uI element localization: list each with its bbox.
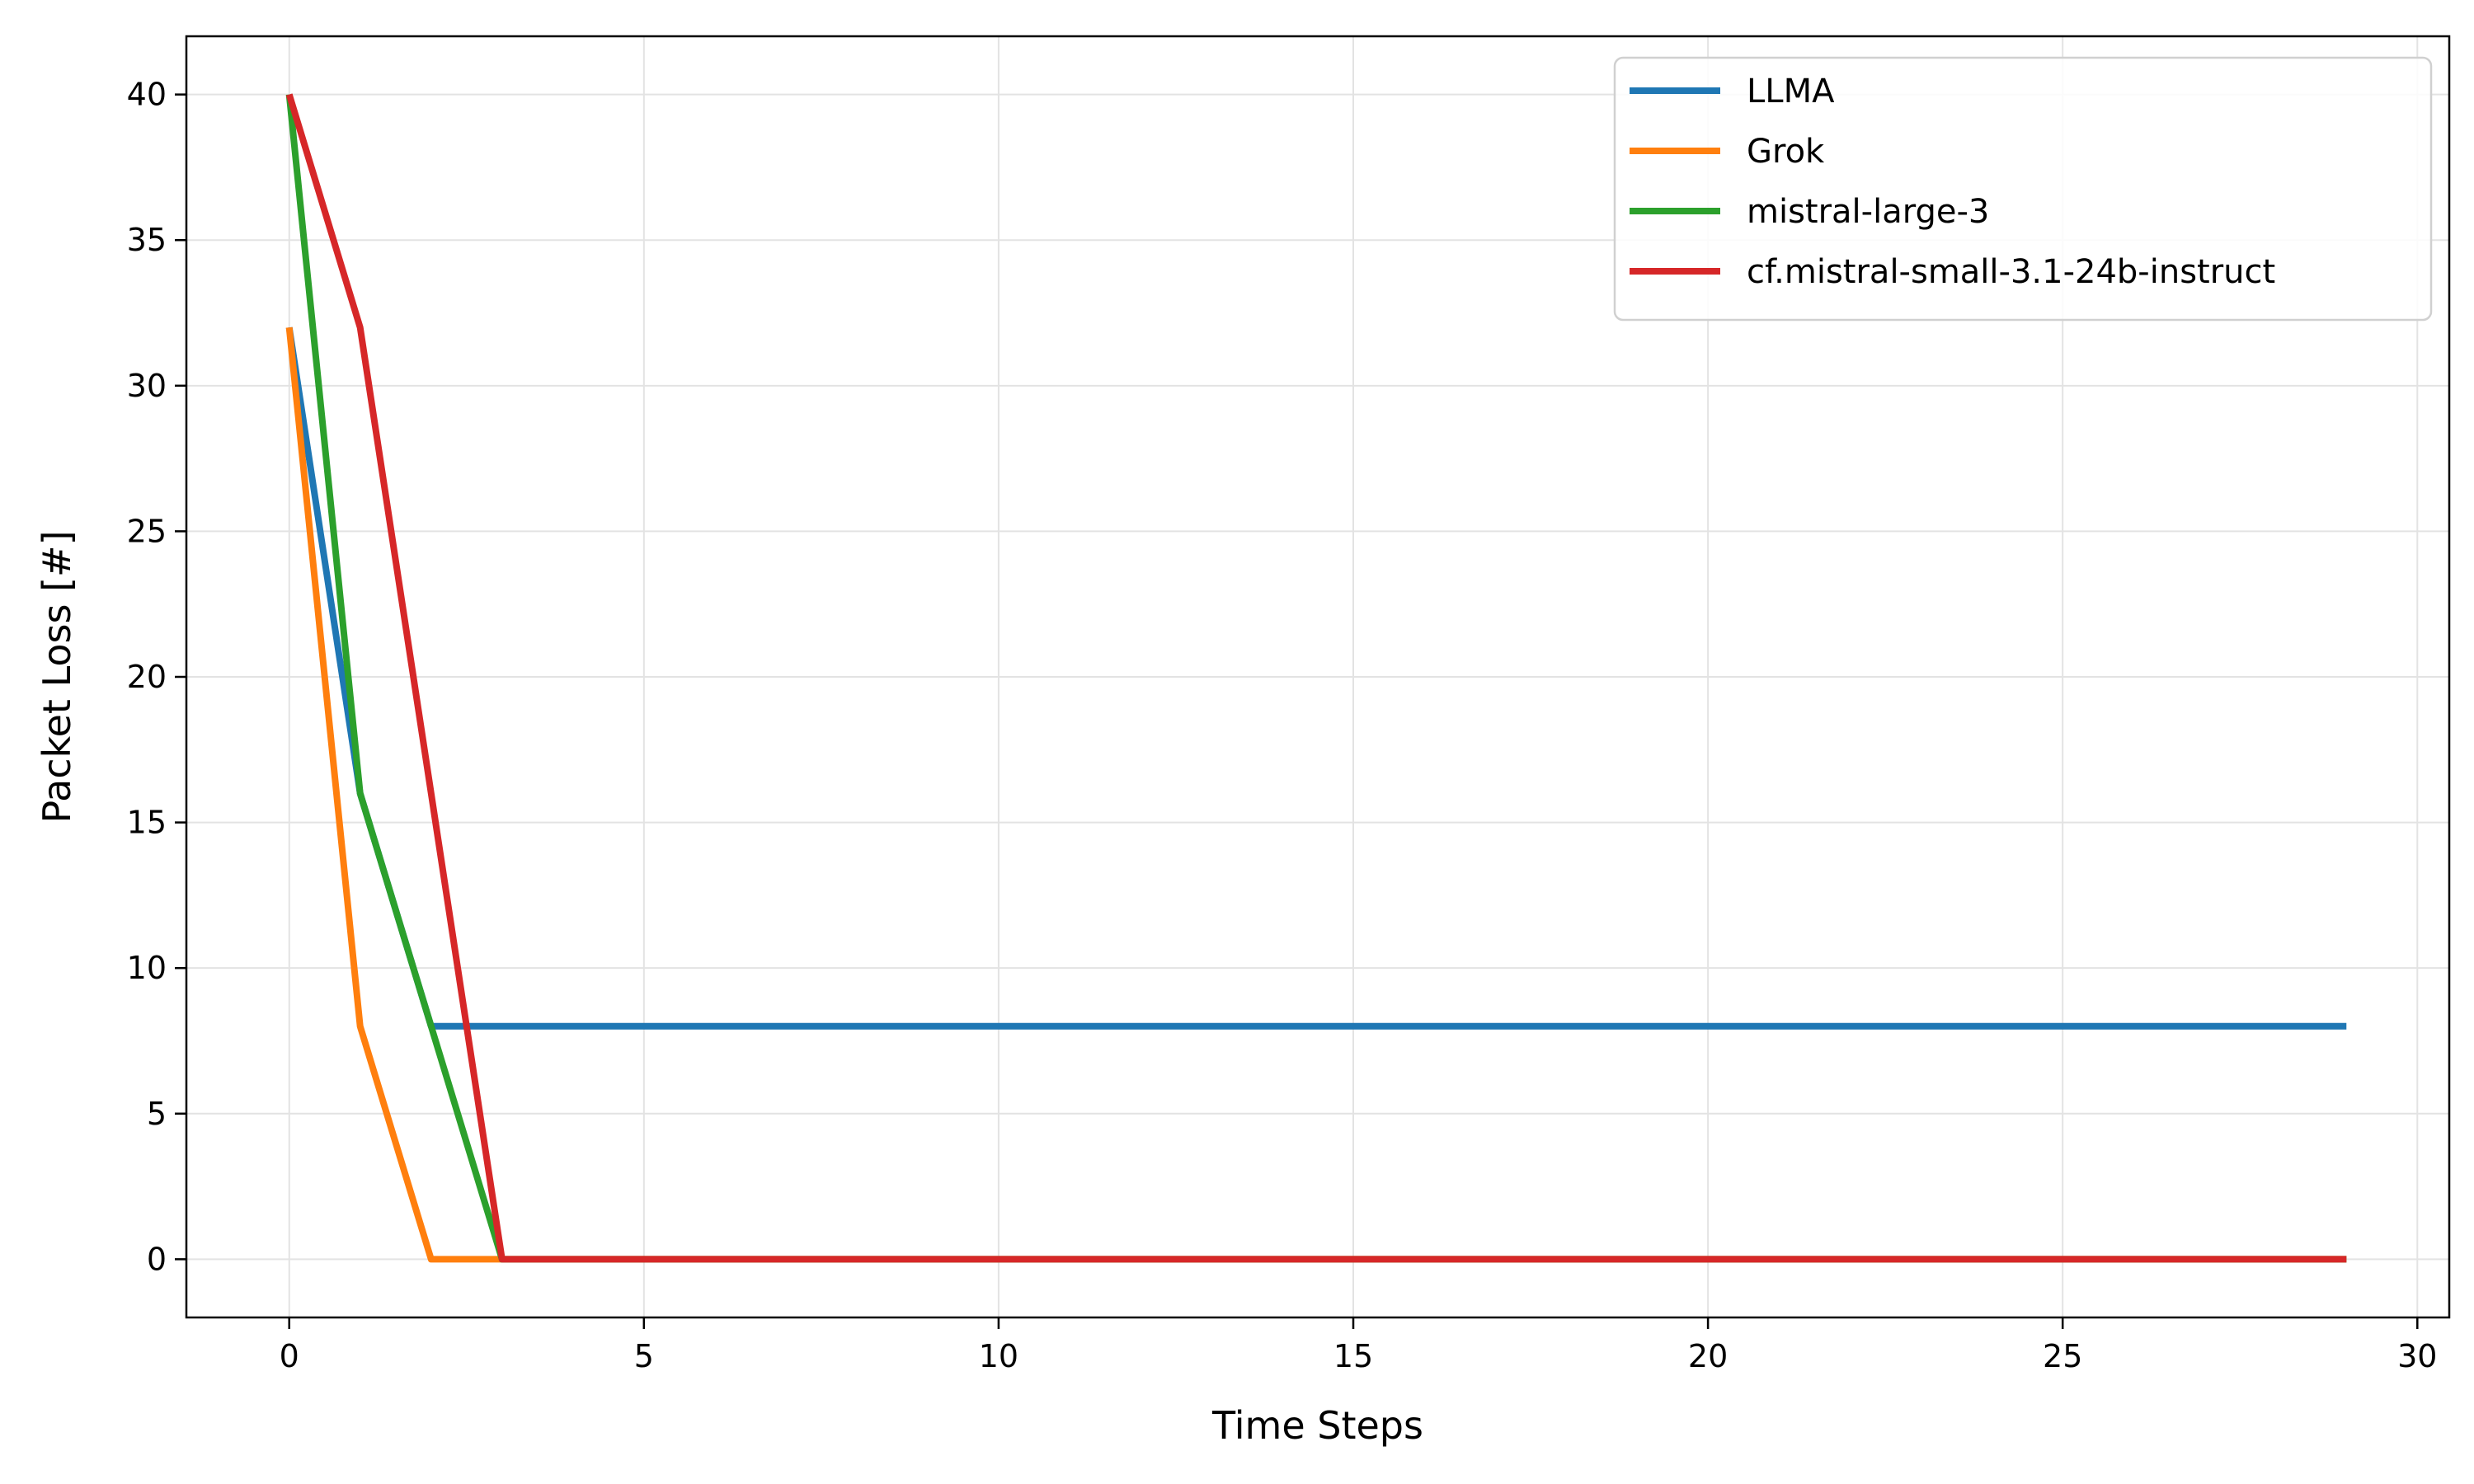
x-tick-label: 30: [2397, 1338, 2437, 1374]
series-line-4: [285, 93, 2347, 1263]
y-tick-label: 30: [127, 368, 167, 404]
y-tick-label: 15: [127, 805, 167, 841]
y-tick-label: 25: [127, 513, 167, 549]
y-tick-label: 35: [127, 222, 167, 258]
legend-label: LLMA: [1747, 73, 1835, 110]
y-tick-label: 40: [127, 77, 167, 113]
y-tick-label: 20: [127, 659, 167, 695]
series-line-2: [285, 326, 2347, 1263]
legend-label: mistral-large-3: [1747, 193, 1989, 231]
x-tick-label: 15: [1333, 1338, 1373, 1374]
x-tick-label: 25: [2043, 1338, 2082, 1374]
series-lines: [285, 93, 2347, 1263]
x-tick-label: 0: [280, 1338, 299, 1374]
legend-label: Grok: [1747, 133, 1825, 171]
y-axis-title: Packet Loss [#]: [35, 530, 79, 823]
y-tick-label: 10: [127, 950, 167, 986]
x-tick-label: 10: [979, 1338, 1018, 1374]
x-axis-title: Time Steps: [1211, 1403, 1423, 1448]
legend-label: cf.mistral-small-3.1-24b-instruct: [1747, 253, 2275, 291]
x-tick-label: 20: [1688, 1338, 1728, 1374]
y-tick-label: 5: [147, 1096, 167, 1132]
series-line-1: [285, 326, 2347, 1030]
legend: LLMA Grok mistral-large-3 cf.mistral-small-…: [1613, 56, 2433, 322]
y-tick-label: 0: [147, 1241, 167, 1277]
legend-box: [1613, 56, 2433, 322]
x-tick-label: 5: [634, 1338, 654, 1374]
axis-ticks: 0 5 10 15 20 25 30 0 5 10 15 20 25 30 35 40: [127, 77, 2438, 1374]
